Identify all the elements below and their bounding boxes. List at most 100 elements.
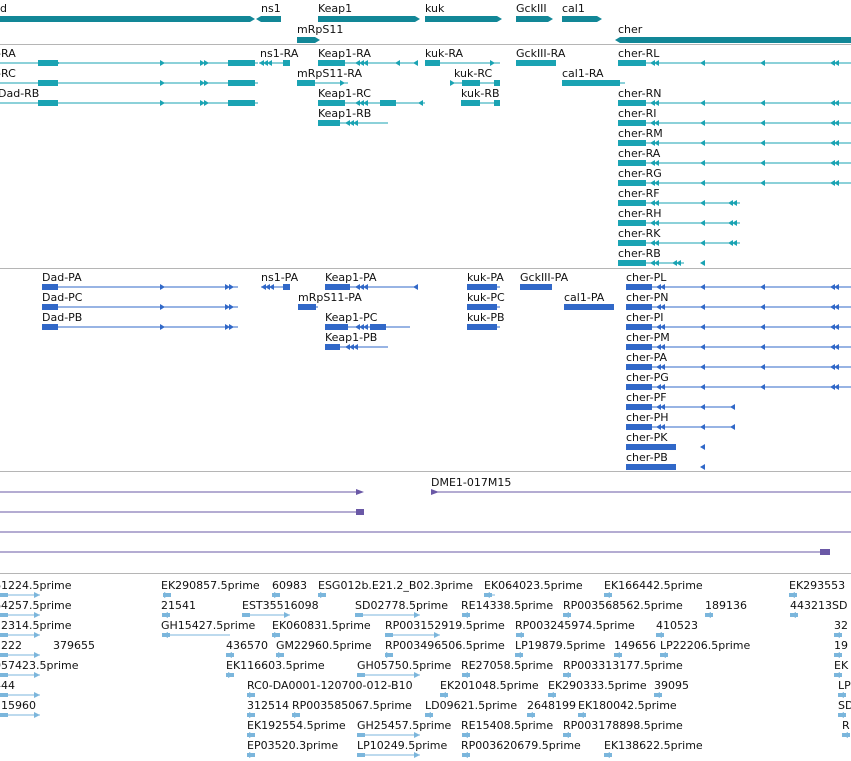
est-label[interactable]: GH05750.5prime — [357, 659, 452, 672]
est-label[interactable]: 61224.5prime — [0, 579, 72, 592]
est-label[interactable]: EK293553 — [789, 579, 846, 592]
est-label[interactable]: 149656 — [614, 639, 656, 652]
est-label[interactable]: 32 — [834, 619, 848, 632]
protein-label[interactable]: cher-PH — [626, 411, 669, 424]
protein-label[interactable]: cher-PM — [626, 331, 670, 344]
est-label[interactable]: EK116603.5prime — [226, 659, 325, 672]
est-label[interactable]: 39095 — [654, 679, 689, 692]
est-label[interactable]: RP003245974.5prime — [515, 619, 635, 632]
protein-label[interactable]: cher-PN — [626, 291, 669, 304]
protein-label[interactable]: GckIII-PA — [520, 271, 569, 284]
est-label[interactable]: RE14338.5prime — [461, 599, 554, 612]
gene-label[interactable]: mRpS11 — [297, 23, 344, 36]
transcript-label[interactable]: kuk-RB — [461, 87, 500, 100]
est-label[interactable]: RP003313177.5prime — [563, 659, 683, 672]
est-label[interactable]: EK290857.5prime — [161, 579, 260, 592]
est-label[interactable]: LP22206.5prime — [660, 639, 751, 652]
transcript-label[interactable]: Keap1-RB — [318, 107, 372, 120]
transcript-label[interactable]: cher-RF — [618, 187, 660, 200]
est-label[interactable]: RP003496506.5prime — [385, 639, 505, 652]
est-label[interactable]: LP19879.5prime — [515, 639, 606, 652]
est-label[interactable]: LP10249.5prime — [357, 739, 448, 752]
transcript-label[interactable]: mRpS11-RA — [297, 67, 363, 80]
protein-label[interactable]: cal1-PA — [564, 291, 605, 304]
protein-label[interactable]: mRpS11-PA — [298, 291, 362, 304]
est-label[interactable]: 057423.5prime — [0, 659, 79, 672]
protein-label[interactable]: cher-PG — [626, 371, 669, 384]
gene-label[interactable]: cher — [618, 23, 643, 36]
est-label[interactable]: EK — [834, 659, 849, 672]
transcript-label[interactable]: cal1-RA — [562, 67, 604, 80]
est-label[interactable]: EK192554.5prime — [247, 719, 346, 732]
protein-label[interactable]: Keap1-PB — [325, 331, 378, 344]
est-label[interactable]: RP003620679.5prime — [461, 739, 581, 752]
transcript-label[interactable]: cher-RB — [618, 247, 661, 260]
est-label[interactable]: 5222 — [0, 639, 22, 652]
protein-label[interactable]: kuk-PA — [467, 271, 504, 284]
est-label[interactable]: 189136 — [705, 599, 747, 612]
est-label[interactable]: RP003178898.5prime — [563, 719, 683, 732]
est-label[interactable]: RE27058.5prime — [461, 659, 554, 672]
est-label[interactable]: 312514 — [247, 699, 289, 712]
clone-label[interactable]: DME1-017M15 — [431, 476, 512, 489]
est-label[interactable]: EK166442.5prime — [604, 579, 703, 592]
transcript-label[interactable]: cher-RM — [618, 127, 663, 140]
est-label[interactable]: 515960 — [0, 699, 36, 712]
est-label[interactable]: R — [842, 719, 850, 732]
gene-label[interactable]: d — [0, 2, 7, 15]
est-label[interactable]: EP03520.3prime — [247, 739, 339, 752]
transcript-label[interactable]: ns1-RA — [260, 47, 299, 60]
est-label[interactable]: 436570 — [226, 639, 268, 652]
est-label[interactable]: LD09621.5prime — [425, 699, 518, 712]
transcript-label[interactable]: l-RA — [0, 47, 16, 60]
est-label[interactable]: RP003568562.5prime — [563, 599, 683, 612]
protein-label[interactable]: Dad-PC — [42, 291, 83, 304]
est-label[interactable]: EK290333.5prime — [548, 679, 647, 692]
gene-label[interactable]: cal1 — [562, 2, 585, 15]
gene-label[interactable]: GckIII — [516, 2, 547, 15]
est-label[interactable]: 410523 — [656, 619, 698, 632]
est-label[interactable]: 21541 — [161, 599, 196, 612]
est-label[interactable]: EK180042.5prime — [578, 699, 677, 712]
est-label[interactable]: SD — [838, 699, 851, 712]
est-label[interactable]: GH15427.5prime — [161, 619, 256, 632]
est-label[interactable]: 64257.5prime — [0, 599, 72, 612]
est-label[interactable]: SD02778.5prime — [355, 599, 448, 612]
est-label[interactable]: RP003585067.5prime — [292, 699, 412, 712]
protein-label[interactable]: kuk-PC — [467, 291, 505, 304]
est-label[interactable]: EST35516098 — [242, 599, 319, 612]
transcript-label[interactable]: cher-RH — [618, 207, 662, 220]
est-label[interactable]: EK138622.5prime — [604, 739, 703, 752]
est-label[interactable]: 22314.5prime — [0, 619, 72, 632]
est-label[interactable]: 444 — [0, 679, 15, 692]
est-label[interactable]: GM22960.5prime — [276, 639, 372, 652]
est-label[interactable]: RC0-DA0001-120700-012-B10 — [247, 679, 413, 692]
transcript-label[interactable]: cher-RG — [618, 167, 662, 180]
protein-label[interactable]: Dad-PA — [42, 271, 82, 284]
est-label[interactable]: EK064023.5prime — [484, 579, 583, 592]
protein-label[interactable]: ns1-PA — [261, 271, 299, 284]
transcript-label[interactable]: kuk-RC — [454, 67, 493, 80]
protein-label[interactable]: cher-PF — [626, 391, 667, 404]
est-label[interactable]: RE15408.5prime — [461, 719, 554, 732]
transcript-label[interactable]: Keap1-RA — [318, 47, 371, 60]
transcript-label[interactable]: cher-RN — [618, 87, 662, 100]
protein-label[interactable]: Keap1-PC — [325, 311, 378, 324]
protein-label[interactable]: cher-PI — [626, 311, 664, 324]
protein-label[interactable]: kuk-PB — [467, 311, 505, 324]
transcript-label[interactable]: l-RC — [0, 67, 16, 80]
est-label[interactable]: 379655 — [53, 639, 95, 652]
est-label[interactable]: ESG012b.E21.2_B02.3prime — [318, 579, 473, 592]
protein-label[interactable]: cher-PA — [626, 351, 668, 364]
transcript-label[interactable]: Keap1-RC — [318, 87, 371, 100]
protein-label[interactable]: cher-PB — [626, 451, 668, 464]
transcript-label[interactable]: cher-RK — [618, 227, 661, 240]
est-label[interactable]: 443213SD — [790, 599, 848, 612]
gene-label[interactable]: kuk — [425, 2, 445, 15]
transcript-label[interactable]: cher-RL — [618, 47, 660, 60]
protein-label[interactable]: cher-PK — [626, 431, 668, 444]
est-label[interactable]: EK201048.5prime — [440, 679, 539, 692]
est-label[interactable]: 60983 — [272, 579, 307, 592]
transcript-label[interactable]: cher-RI — [618, 107, 657, 120]
